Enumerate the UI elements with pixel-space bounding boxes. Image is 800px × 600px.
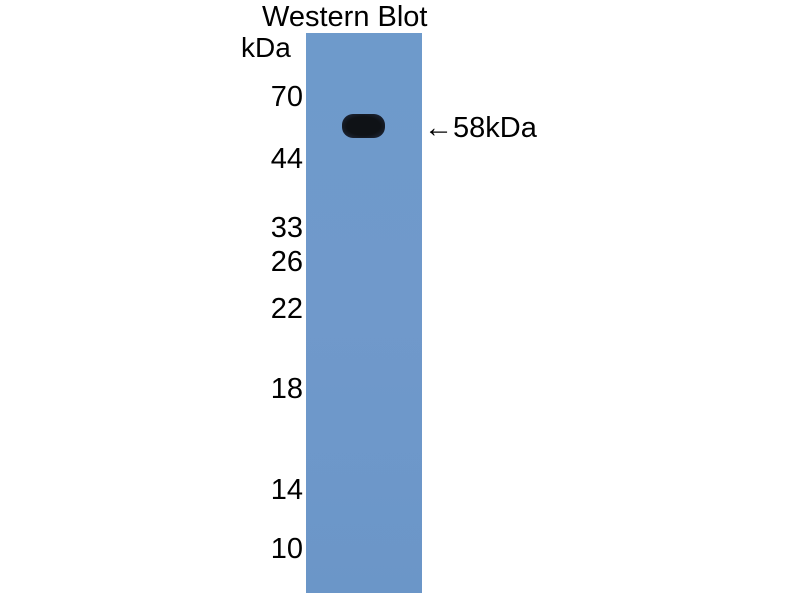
marker-label: 44: [270, 143, 303, 175]
figure-title: Western Blot: [262, 1, 428, 33]
marker-label: 14: [270, 474, 303, 506]
marker-label: 22: [270, 293, 303, 325]
marker-label: 10: [270, 533, 303, 565]
band-annotation: ←58kDa: [424, 112, 537, 144]
unit-label: kDa: [241, 32, 291, 63]
marker-label: 70: [270, 81, 303, 113]
blot-membrane: [306, 33, 422, 593]
marker-label: 33: [270, 212, 303, 244]
protein-band: [342, 114, 385, 138]
marker-label: 18: [270, 373, 303, 405]
marker-label: 26: [270, 246, 303, 278]
